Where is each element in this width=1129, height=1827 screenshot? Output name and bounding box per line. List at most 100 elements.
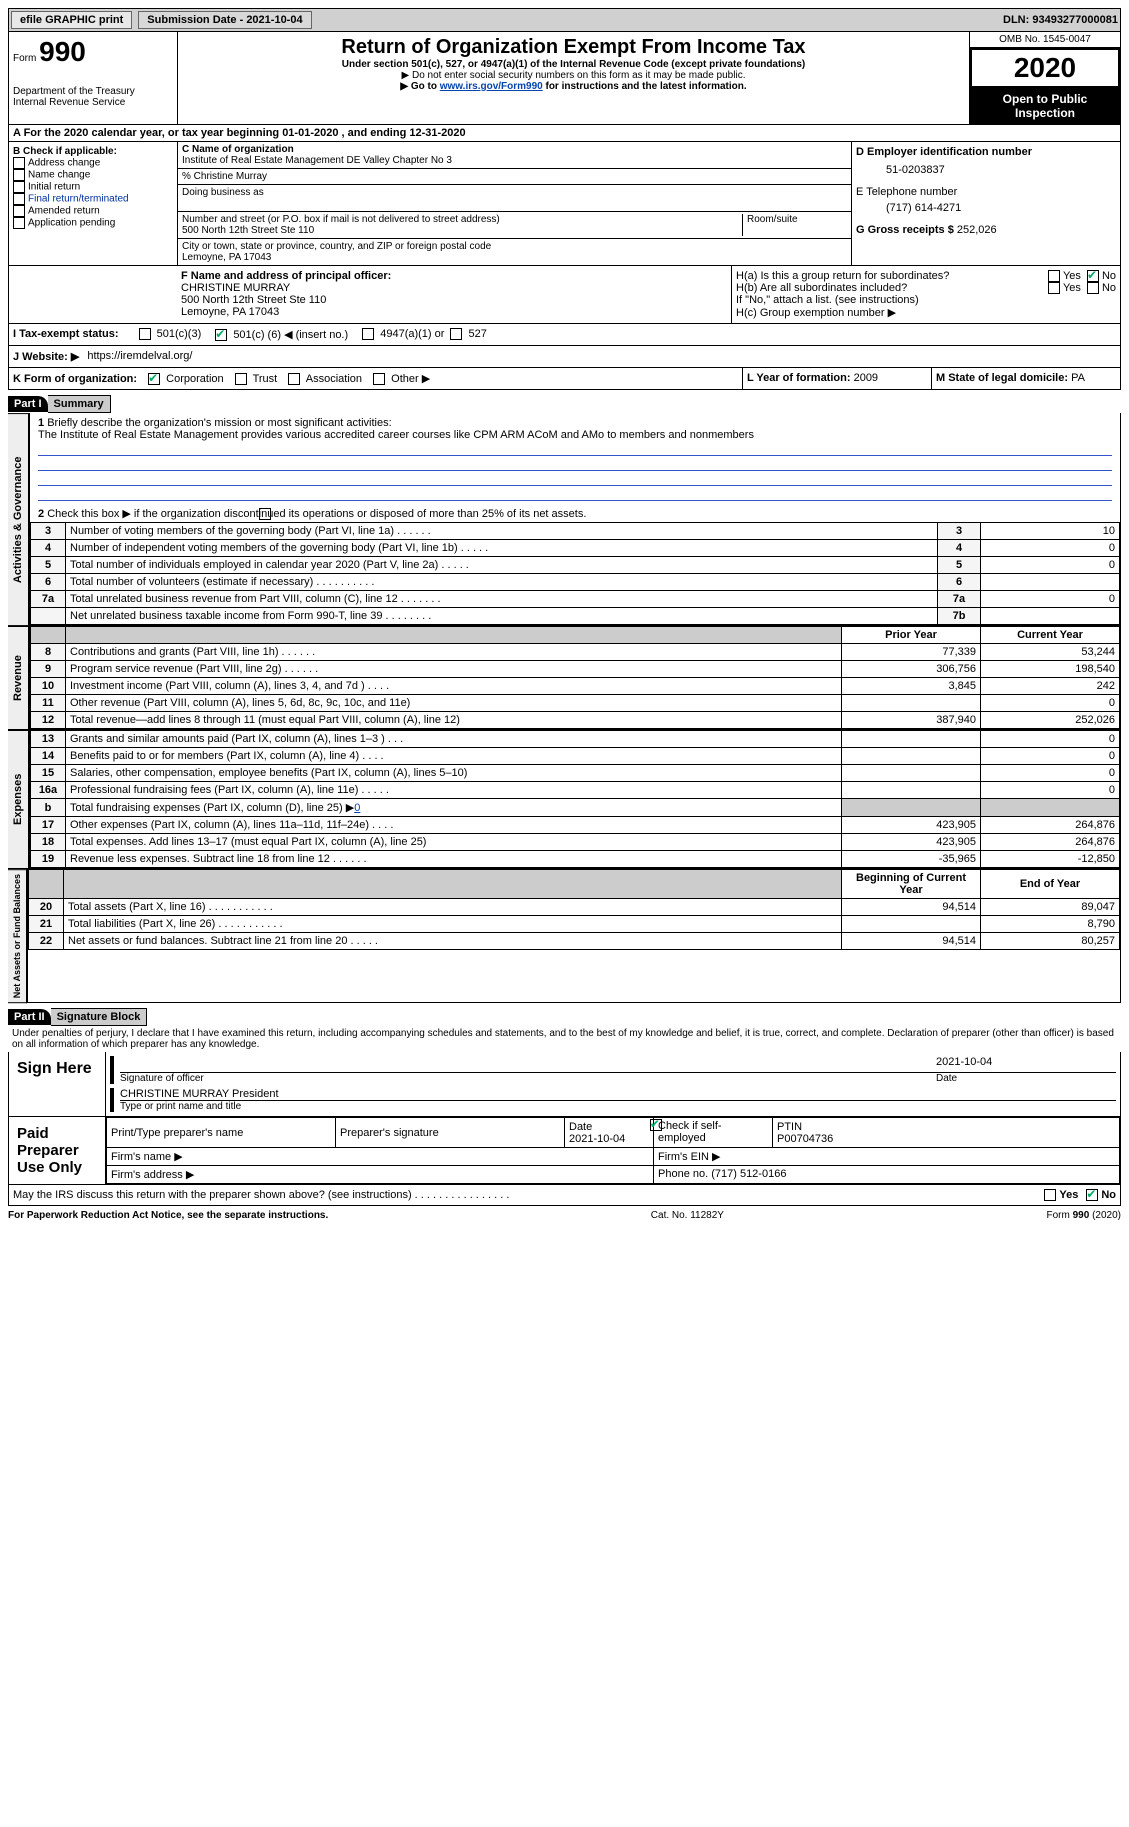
trust-checkbox[interactable] <box>235 373 247 385</box>
box-b: B Check if applicable: Address change Na… <box>9 142 178 265</box>
governance-label: Activities & Governance <box>8 413 29 626</box>
name-change-checkbox[interactable] <box>13 169 25 181</box>
officer-name-label: Type or print name and title <box>120 1101 1116 1112</box>
ein-label: D Employer identification number <box>856 146 1116 158</box>
app-pending-checkbox[interactable] <box>13 217 25 229</box>
prep-date-label: Date <box>569 1121 592 1133</box>
4947-checkbox[interactable] <box>362 328 374 340</box>
line-num: 8 <box>31 644 66 661</box>
line-text: Number of voting members of the governin… <box>66 523 938 540</box>
final-return-checkbox[interactable] <box>13 193 25 205</box>
assoc-checkbox[interactable] <box>288 373 300 385</box>
line-text: Program service revenue (Part VIII, line… <box>66 661 842 678</box>
line-text: Revenue less expenses. Subtract line 18 … <box>66 851 842 868</box>
line1-num: 1 <box>38 417 44 429</box>
prior-value <box>842 731 981 748</box>
part1-title: Summary <box>48 395 111 413</box>
form-number: 990 <box>39 36 86 67</box>
current-value: 264,876 <box>981 834 1120 851</box>
mission-label: Briefly describe the organization's miss… <box>47 417 391 429</box>
ein-value: 51-0203837 <box>856 158 1116 186</box>
self-emp-checkbox[interactable] <box>650 1119 662 1131</box>
other-checkbox[interactable] <box>373 373 385 385</box>
hb-no-checkbox[interactable] <box>1087 282 1099 294</box>
discontinued-checkbox[interactable] <box>259 508 271 520</box>
firm-addr-label: Firm's address ▶ <box>107 1165 654 1183</box>
discuss-yes: Yes <box>1059 1189 1078 1201</box>
ha-yes: Yes <box>1063 270 1081 282</box>
street-address: 500 North 12th Street Ste 110 <box>182 225 742 236</box>
current-value: 80,257 <box>981 933 1120 950</box>
preparer-name-label: Print/Type preparer's name <box>107 1118 336 1147</box>
omb-number: OMB No. 1545-0047 <box>970 32 1120 48</box>
form-title: Return of Organization Exempt From Incom… <box>182 36 965 59</box>
submission-date: Submission Date - 2021-10-04 <box>138 11 311 29</box>
initial-return-checkbox[interactable] <box>13 181 25 193</box>
ha-yes-checkbox[interactable] <box>1048 270 1060 282</box>
preparer-sig-label: Preparer's signature <box>336 1118 565 1147</box>
line-num: 13 <box>31 731 66 748</box>
prior-value: 306,756 <box>842 661 981 678</box>
tax-year: 2020 <box>970 48 1120 88</box>
line-num: 3 <box>31 523 66 540</box>
expenses-section: Expenses 13 Grants and similar amounts p… <box>8 730 1121 869</box>
addr-change-checkbox[interactable] <box>13 157 25 169</box>
discuss-no-checkbox[interactable] <box>1086 1189 1098 1201</box>
line-num: 19 <box>31 851 66 868</box>
hb-yes: Yes <box>1063 282 1081 294</box>
top-bar: efile GRAPHIC print Submission Date - 20… <box>8 8 1121 32</box>
line-text: Investment income (Part VIII, column (A)… <box>66 678 842 695</box>
gross-value: 252,026 <box>957 224 997 236</box>
current-value: 0 <box>981 695 1120 712</box>
ptin-label: PTIN <box>777 1121 802 1133</box>
4947-label: 4947(a)(1) or <box>380 328 444 340</box>
line-a-text: A For the 2020 calendar year, or tax yea… <box>13 127 466 139</box>
current-value: 252,026 <box>981 712 1120 729</box>
officer-addr2: Lemoyne, PA 17043 <box>181 306 727 318</box>
hb-yes-checkbox[interactable] <box>1048 282 1060 294</box>
page-footer: For Paperwork Reduction Act Notice, see … <box>8 1210 1121 1221</box>
amended-checkbox[interactable] <box>13 205 25 217</box>
org-form-label: K Form of organization: <box>13 373 137 385</box>
line-klm: K Form of organization: Corporation Trus… <box>8 368 1121 390</box>
prior-value <box>842 695 981 712</box>
line-box: 4 <box>938 540 981 557</box>
line-num: 20 <box>29 899 64 916</box>
discuss-yes-checkbox[interactable] <box>1044 1189 1056 1201</box>
line-text: Total unrelated business revenue from Pa… <box>66 591 938 608</box>
initial-return-label: Initial return <box>28 182 80 193</box>
section-bcdeg: B Check if applicable: Address change Na… <box>8 142 1121 266</box>
line16b-link[interactable]: 0 <box>354 802 360 814</box>
sign-here-label: Sign Here <box>9 1052 105 1116</box>
footer-mid: Cat. No. 11282Y <box>651 1210 724 1221</box>
line-num: 7a <box>31 591 66 608</box>
ha-no-checkbox[interactable] <box>1087 270 1099 282</box>
line-num: 15 <box>31 765 66 782</box>
room-label: Room/suite <box>742 214 847 236</box>
irs-link[interactable]: www.irs.gov/Form990 <box>440 81 543 92</box>
501c-checkbox[interactable] <box>215 329 227 341</box>
website-label: J Website: ▶ <box>13 350 79 363</box>
line-a: A For the 2020 calendar year, or tax yea… <box>8 125 1121 142</box>
curr-year-hdr: Current Year <box>981 627 1120 644</box>
net-table: Beginning of Current YearEnd of Year 20 … <box>28 869 1120 950</box>
line-box: 3 <box>938 523 981 540</box>
expenses-label: Expenses <box>8 730 29 869</box>
paid-preparer-label: Paid Preparer Use Only <box>9 1117 105 1184</box>
current-value: 198,540 <box>981 661 1120 678</box>
ha-label: H(a) Is this a group return for subordin… <box>736 270 1048 282</box>
line-text: Total assets (Part X, line 16) . . . . .… <box>64 899 842 916</box>
line-value: 0 <box>981 540 1120 557</box>
paid-preparer-block: Paid Preparer Use Only Print/Type prepar… <box>8 1117 1121 1185</box>
phone-value: (717) 614-4271 <box>856 198 1116 224</box>
efile-print-button[interactable]: efile GRAPHIC print <box>11 11 132 29</box>
officer-label: F Name and address of principal officer: <box>181 270 727 282</box>
501c3-checkbox[interactable] <box>139 328 151 340</box>
boc-hdr: Beginning of Current Year <box>842 870 981 899</box>
corp-checkbox[interactable] <box>148 373 160 385</box>
prior-value: 387,940 <box>842 712 981 729</box>
line-value: 0 <box>981 557 1120 574</box>
527-checkbox[interactable] <box>450 328 462 340</box>
open-to-public: Open to Public Inspection <box>970 88 1120 124</box>
current-value: 0 <box>981 748 1120 765</box>
